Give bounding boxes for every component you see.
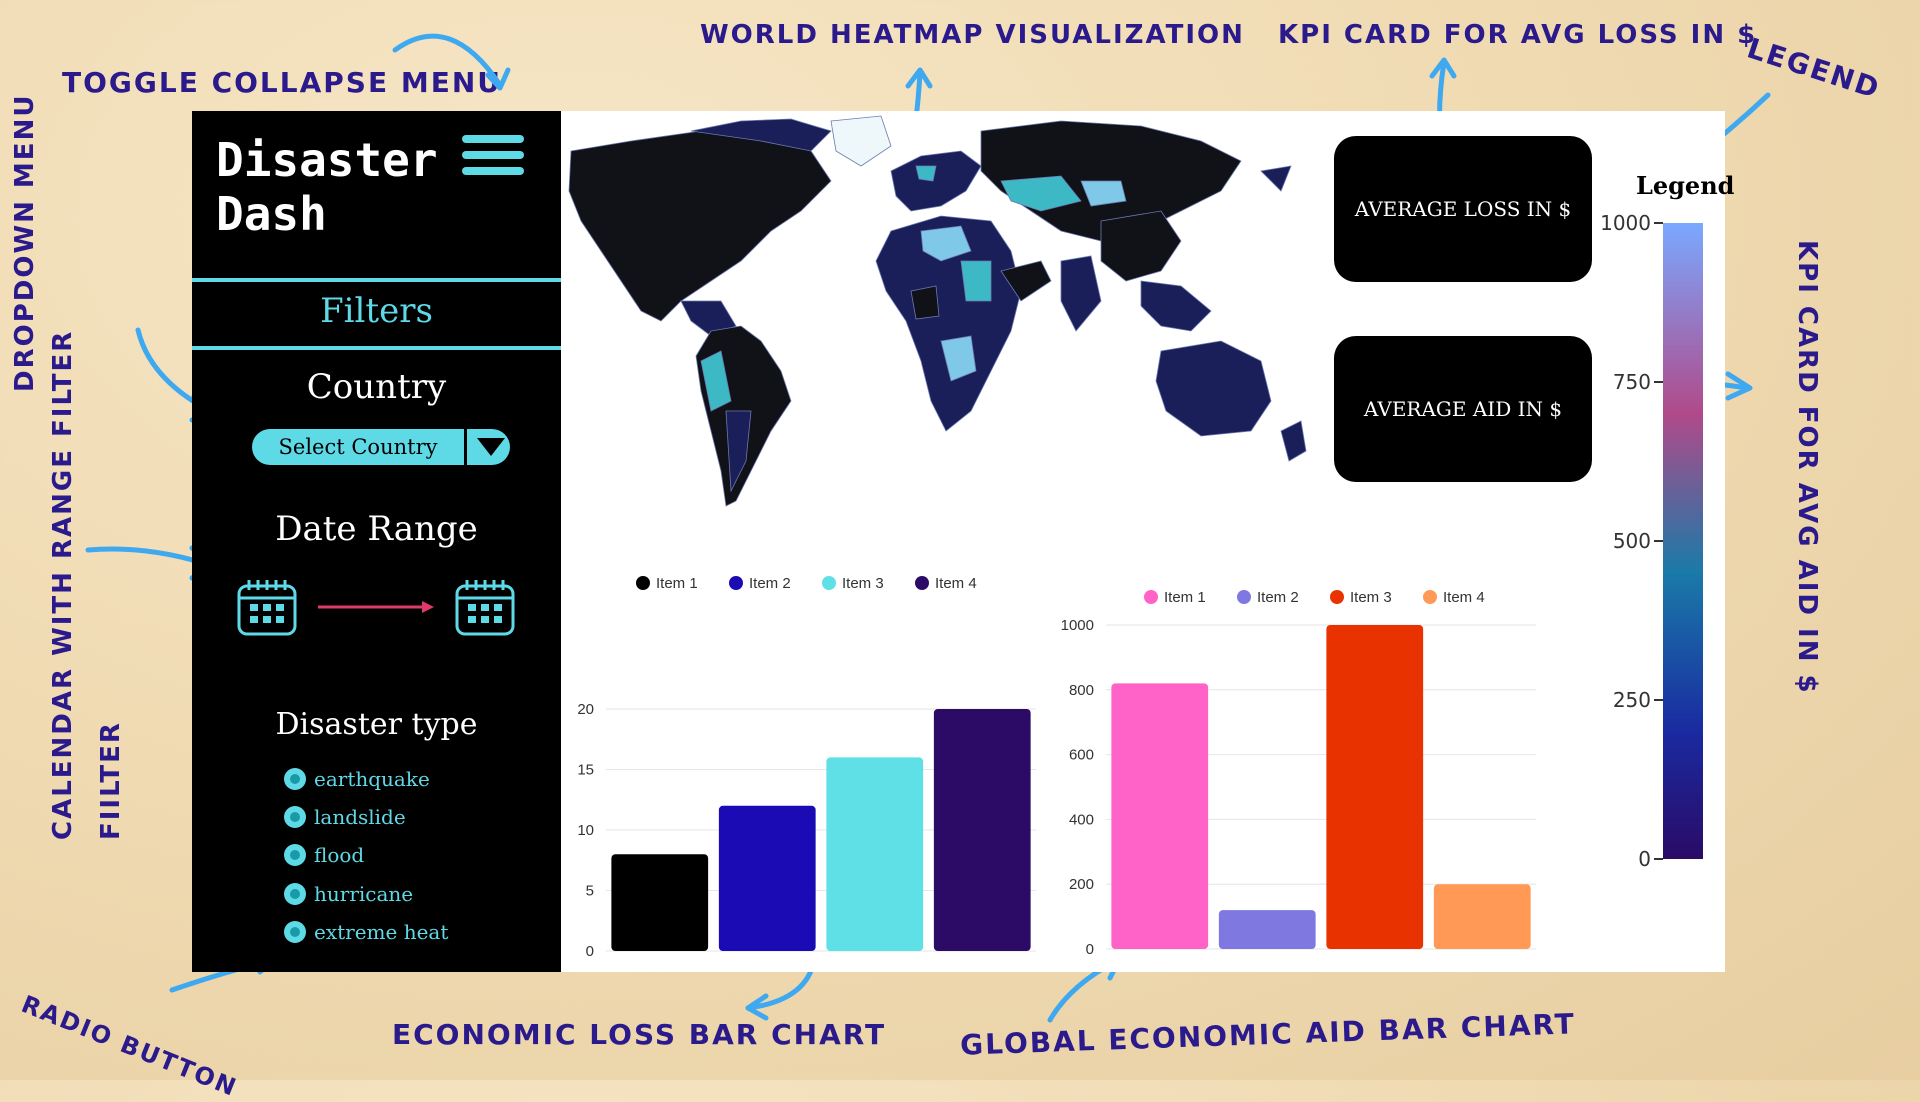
bar-1: [611, 854, 709, 951]
annotation-kpi-aid: KPI card for avg aid in $: [1792, 240, 1822, 695]
range-arrow-icon: [318, 601, 434, 613]
legend-colorbar: 1000 750 500 250 0: [1600, 211, 1703, 871]
menu-toggle-icon[interactable]: [462, 135, 524, 175]
y-tick-label: 600: [1069, 747, 1094, 764]
legend: Legend 1000 750 500 250: [1596, 171, 1734, 931]
divider: [192, 278, 561, 282]
annotation-calendar-2: FIILTER: [96, 721, 126, 840]
y-tick-label: 800: [1069, 682, 1094, 699]
country-dropdown-value: Select Country: [278, 435, 438, 459]
legend-marker: [729, 576, 743, 590]
legend-label: Item 1: [1164, 589, 1206, 606]
annotation-kpi-loss: KPI card for avg loss in $: [1278, 20, 1758, 50]
country-dropdown[interactable]: Select Country: [252, 429, 510, 465]
y-tick-label: 5: [586, 883, 594, 900]
bar-2: [718, 805, 816, 951]
legend-label: Item 1: [656, 575, 698, 592]
world-heatmap[interactable]: [561, 111, 1331, 511]
annotation-dropdown: Dropdown menu: [10, 93, 40, 392]
bar-4: [933, 709, 1031, 951]
annotation-toggle: Toggle collapse menu: [62, 66, 503, 99]
legend-tick: 500: [1613, 529, 1651, 553]
legend-tick: 1000: [1600, 211, 1651, 235]
radio-label: hurricane: [314, 882, 414, 906]
legend-label: Item 2: [1257, 589, 1299, 606]
legend-tick: 250: [1613, 688, 1651, 712]
legend-label: Item 4: [935, 575, 977, 592]
legend-label: Item 3: [1350, 589, 1392, 606]
annotation-radio: Radio button: [17, 990, 242, 1102]
radio-label: landslide: [314, 805, 406, 829]
bar-4: [1433, 884, 1531, 949]
country-title: Country: [306, 367, 447, 407]
legend-label: Item 4: [1443, 589, 1485, 606]
legend-label: Item 3: [842, 575, 884, 592]
brand-title: Disaster Dash: [216, 133, 438, 241]
bar-3: [826, 757, 924, 951]
bar-2: [1218, 910, 1316, 949]
start-calendar-icon[interactable]: [236, 576, 298, 638]
y-tick-label: 20: [577, 701, 594, 718]
radio-label: extreme heat: [314, 920, 449, 944]
legend-marker: [915, 576, 929, 590]
kpi-avg-loss-label: AVERAGE LOSS IN $: [1354, 197, 1572, 221]
y-tick-label: 200: [1069, 876, 1094, 893]
radio-landslide[interactable]: landslide: [284, 802, 406, 832]
divider: [192, 346, 561, 350]
kpi-card-avg-aid: AVERAGE AID IN $: [1334, 336, 1592, 482]
economic-aid-bar-chart: Item 1 Item 2 Item 3 Item 4 0 200 400 600 800 100…: [1061, 589, 1536, 956]
radio-flood[interactable]: flood: [284, 840, 364, 870]
y-tick-label: 1000: [1061, 617, 1094, 634]
y-tick-label: 400: [1069, 811, 1094, 828]
main-panel: AVERAGE LOSS IN $ AVERAGE AID IN $ Legen…: [561, 111, 1734, 972]
annotation-calendar: Calendar with range filter: [48, 329, 78, 840]
legend-marker: [1144, 590, 1158, 604]
annotation-loss-chart: Economic loss bar chart: [392, 1018, 887, 1051]
y-tick-label: 0: [1086, 941, 1094, 956]
y-tick-label: 0: [586, 943, 594, 956]
radio-extreme-heat[interactable]: extreme heat: [284, 917, 448, 947]
y-tick-label: 10: [577, 822, 594, 839]
radio-earthquake[interactable]: earthquake: [284, 764, 430, 794]
end-calendar-icon[interactable]: [454, 576, 516, 638]
annotation-heatmap: World heatmap visualization: [700, 20, 1245, 50]
bar-3: [1326, 625, 1424, 949]
legend-marker: [1423, 590, 1437, 604]
legend-marker: [822, 576, 836, 590]
filters-title: Filters: [320, 291, 433, 331]
legend-tick: 750: [1613, 370, 1651, 394]
legend-marker: [636, 576, 650, 590]
bar-1: [1111, 683, 1209, 949]
annotation-legend: Legend: [1743, 31, 1885, 106]
sidebar: Disaster Dash Filters Country Select Cou…: [192, 111, 561, 972]
chevron-down-icon: [477, 438, 505, 456]
legend-label: Item 2: [749, 575, 791, 592]
radio-label: earthquake: [314, 767, 430, 791]
y-tick-label: 15: [577, 762, 594, 779]
kpi-avg-aid-label: AVERAGE AID IN $: [1363, 397, 1563, 421]
legend-marker: [1237, 590, 1251, 604]
disaster-type-title: Disaster type: [275, 707, 478, 742]
legend-tick: 0: [1638, 847, 1651, 871]
radio-label: flood: [314, 843, 365, 867]
kpi-card-avg-loss: AVERAGE LOSS IN $: [1334, 136, 1592, 282]
legend-marker: [1330, 590, 1344, 604]
annotation-aid-chart: Global economic aid bar chart: [959, 1007, 1577, 1062]
radio-hurricane[interactable]: hurricane: [284, 879, 413, 909]
legend-title: Legend: [1636, 171, 1735, 200]
date-range-title: Date Range: [275, 509, 478, 549]
